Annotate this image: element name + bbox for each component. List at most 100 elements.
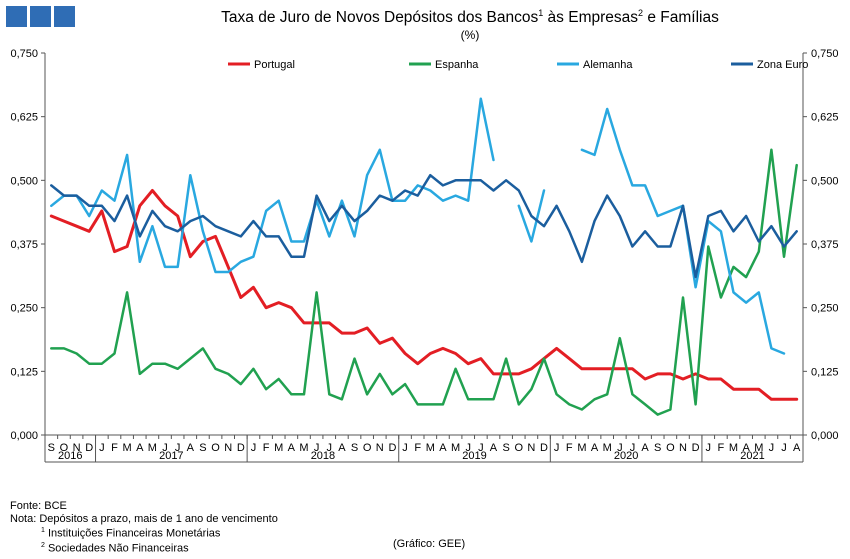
y-tick-label-right: 0,750 (811, 48, 839, 60)
series-line-alemanha (517, 189, 546, 243)
series-line-portugal (49, 189, 799, 401)
month-tick-label: S (502, 442, 509, 454)
month-tick-label: D (540, 442, 548, 454)
month-tick-label: M (123, 442, 132, 454)
y-tick-label-right: 0,500 (811, 175, 839, 187)
month-tick-label: D (692, 442, 700, 454)
logo-square (30, 6, 51, 27)
footnote-1: 1 Instituições Financeiras Monetárias (41, 527, 221, 540)
y-tick-label-left: 0,000 (10, 430, 38, 442)
month-tick-label: A (338, 442, 346, 454)
month-tick-label: N (376, 442, 384, 454)
month-tick-label: M (299, 442, 308, 454)
month-tick-label: A (793, 442, 801, 454)
footnote-2: 2 Sociedades Não Financeiras (41, 542, 189, 555)
month-tick-label: M (577, 442, 586, 454)
month-tick-label: A (641, 442, 649, 454)
legend-label: Espanha (435, 59, 479, 71)
month-tick-label: S (654, 442, 661, 454)
month-tick-label: A (187, 442, 195, 454)
month-tick-label: N (73, 442, 81, 454)
month-tick-label: O (211, 442, 220, 454)
month-tick-label: O (60, 442, 69, 454)
logo-square (54, 6, 75, 27)
month-tick-label: S (48, 442, 55, 454)
month-tick-label: J (162, 442, 168, 454)
month-tick-label: A (439, 442, 447, 454)
month-tick-label: J (465, 442, 471, 454)
month-tick-label: S (199, 442, 206, 454)
month-tick-label: A (742, 442, 750, 454)
y-tick-label-left: 0,125 (10, 366, 38, 378)
y-tick-label-left: 0,750 (10, 48, 38, 60)
month-tick-label: S (351, 442, 358, 454)
legend-label: Zona Euro (757, 59, 808, 71)
year-label: 2020 (614, 450, 638, 462)
month-tick-label: J (99, 442, 105, 454)
month-tick-label: A (136, 442, 144, 454)
month-tick-label: M (274, 442, 283, 454)
month-tick-label: M (729, 442, 738, 454)
month-tick-label: A (288, 442, 296, 454)
legend-label: Alemanha (583, 59, 633, 71)
year-label: 2021 (740, 450, 764, 462)
month-tick-label: J (402, 442, 408, 454)
y-tick-label-left: 0,625 (10, 112, 38, 124)
y-tick-label-right: 0,625 (811, 112, 839, 124)
month-tick-label: M (426, 442, 435, 454)
month-tick-label: J (314, 442, 320, 454)
month-tick-label: M (754, 442, 763, 454)
month-tick-label: F (111, 442, 118, 454)
legend-label: Portugal (254, 59, 295, 71)
gee-logo (6, 6, 75, 27)
month-tick-label: N (527, 442, 535, 454)
y-tick-label-right: 0,000 (811, 430, 839, 442)
month-tick-label: O (363, 442, 372, 454)
y-tick-label-left: 0,375 (10, 239, 38, 251)
month-tick-label: A (591, 442, 599, 454)
series-line-espanha (50, 148, 798, 416)
month-tick-label: J (617, 442, 623, 454)
y-tick-label-left: 0,500 (10, 175, 38, 187)
month-tick-label: M (603, 442, 612, 454)
month-tick-label: M (148, 442, 157, 454)
month-tick-label: J (251, 442, 257, 454)
y-tick-label-right: 0,250 (811, 303, 839, 315)
year-label: 2017 (159, 450, 183, 462)
month-tick-label: J (175, 442, 181, 454)
month-tick-label: J (630, 442, 636, 454)
month-tick-label: J (706, 442, 712, 454)
month-tick-label: J (327, 442, 333, 454)
month-tick-label: D (237, 442, 245, 454)
month-tick-label: D (85, 442, 93, 454)
month-tick-label: J (781, 442, 787, 454)
month-tick-label: D (388, 442, 396, 454)
month-tick-label: N (679, 442, 687, 454)
year-label: 2019 (462, 450, 486, 462)
month-tick-label: F (566, 442, 573, 454)
month-tick-label: F (414, 442, 421, 454)
month-tick-label: J (478, 442, 484, 454)
chart-subtitle: (%) (460, 28, 480, 42)
month-tick-label: N (224, 442, 232, 454)
chart-notes: Fonte: BCE Nota: Depósitos a prazo, mais… (10, 500, 278, 555)
month-tick-label: M (451, 442, 460, 454)
y-tick-label-right: 0,375 (811, 239, 839, 251)
month-tick-label: O (514, 442, 523, 454)
logo-square (6, 6, 27, 27)
y-tick-label-left: 0,250 (10, 303, 38, 315)
month-tick-label: J (554, 442, 560, 454)
month-tick-label: F (263, 442, 270, 454)
chart-credit: (Gráfico: GEE) (393, 538, 466, 550)
y-tick-label-right: 0,125 (811, 366, 839, 378)
series-line-zona-euro (50, 173, 798, 279)
deposit-note: Nota: Depósitos a prazo, mais de 1 ano d… (10, 512, 278, 525)
month-tick-label: A (490, 442, 498, 454)
month-tick-label: J (769, 442, 775, 454)
source-note: Fonte: BCE (10, 500, 67, 512)
month-tick-label: F (718, 442, 725, 454)
year-label: 2018 (311, 450, 335, 462)
year-label: 2016 (58, 450, 82, 462)
chart-title: Taxa de Juro de Novos Depósitos dos Banc… (221, 8, 719, 27)
